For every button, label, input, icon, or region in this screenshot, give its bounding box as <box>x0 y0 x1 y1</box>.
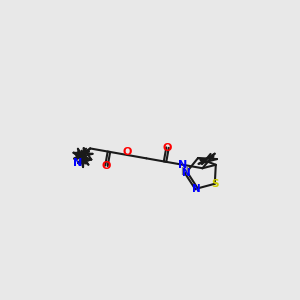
Text: N: N <box>182 168 190 178</box>
Text: N: N <box>74 158 82 168</box>
Text: O: O <box>102 161 111 171</box>
Text: O: O <box>163 142 172 153</box>
Text: N: N <box>192 184 201 194</box>
Text: H: H <box>180 167 188 177</box>
Text: N: N <box>178 160 188 170</box>
Text: O: O <box>123 147 132 157</box>
Text: S: S <box>211 179 218 189</box>
